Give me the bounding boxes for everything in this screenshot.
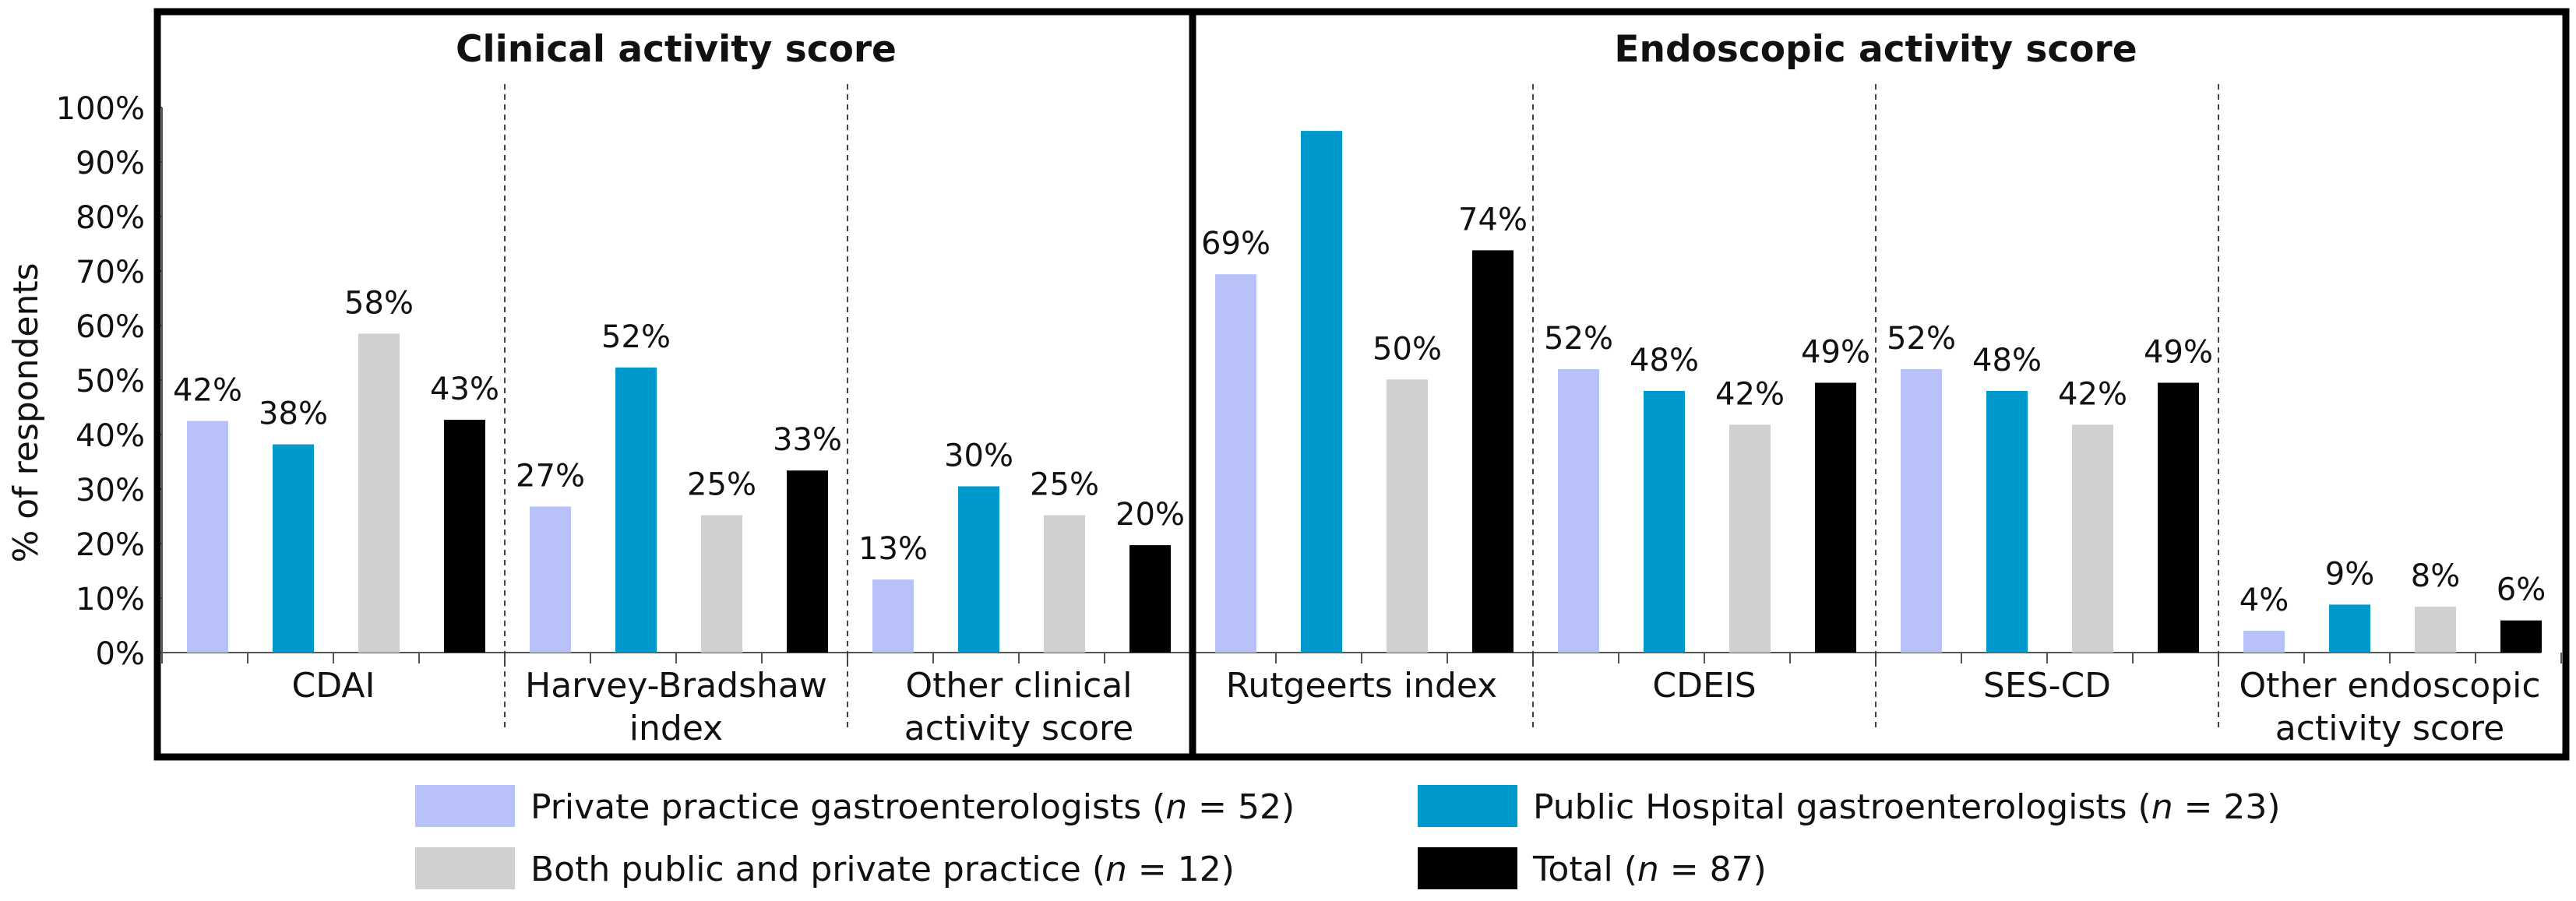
data-label: 52%	[1887, 321, 1956, 357]
data-label: 25%	[687, 467, 756, 503]
category-label: CDAI	[292, 666, 375, 706]
y-tick-label: 90%	[76, 146, 145, 181]
data-label: 13%	[858, 531, 928, 567]
data-label: 42%	[1715, 376, 1785, 412]
legend-swatch	[1418, 785, 1517, 827]
data-label: 42%	[2058, 376, 2127, 412]
bar	[2072, 424, 2113, 653]
bar	[1044, 515, 1085, 653]
panel-title: Endoscopic activity score	[1614, 28, 2137, 71]
bar	[1129, 545, 1171, 653]
bars: 42% 38% 58% 43% 27% 52% 25% 33% 13% 30% 25% 20% 69% 5…	[173, 131, 2546, 653]
data-label: 69%	[1201, 226, 1270, 262]
bar	[1901, 369, 1942, 653]
bar	[1729, 424, 1771, 653]
category-label: Other endoscopic	[2239, 666, 2540, 706]
data-label: 9%	[2325, 556, 2374, 592]
panel-title: Clinical activity score	[456, 28, 897, 71]
category-label: index	[629, 709, 723, 748]
category-label: SES-CD	[1983, 666, 2111, 706]
y-tick-label: 60%	[76, 309, 145, 345]
y-tick-label: 10%	[76, 582, 145, 618]
category-label: activity score	[2275, 709, 2504, 748]
data-label: 30%	[944, 438, 1013, 474]
bar	[1472, 250, 1514, 653]
bar	[2243, 631, 2285, 653]
data-label: 48%	[1630, 343, 1699, 378]
bar	[2329, 604, 2370, 653]
data-label: 49%	[2144, 335, 2213, 371]
data-label: 43%	[430, 371, 499, 407]
bar	[787, 470, 828, 653]
bar	[1644, 391, 1685, 653]
data-label: 52%	[601, 319, 671, 355]
legend-swatch	[415, 785, 515, 827]
data-label: 33%	[773, 422, 842, 458]
panel-frame	[153, 8, 2570, 761]
data-label: 20%	[1115, 497, 1185, 533]
legend-swatch	[415, 847, 515, 889]
y-tick-label: 40%	[76, 418, 145, 454]
bar	[1301, 131, 1342, 653]
bar	[273, 444, 314, 653]
category-label: CDEIS	[1652, 666, 1756, 706]
y-tick-label: 100%	[56, 91, 145, 127]
bar	[2415, 607, 2456, 653]
y-tick-label: 70%	[76, 255, 145, 290]
bar	[1387, 379, 1428, 653]
y-tick-label: 50%	[76, 364, 145, 399]
bar	[701, 515, 742, 653]
bar	[358, 333, 400, 653]
y-tick-label: 0%	[96, 636, 145, 672]
bar	[1558, 369, 1599, 653]
legend: Private practice gastroenterologists (n …	[415, 785, 2281, 889]
legend-swatch	[1418, 847, 1517, 889]
data-label: 74%	[1458, 202, 1528, 238]
y-axis-label: % of respondents	[6, 262, 46, 562]
category-label: activity score	[904, 709, 1133, 748]
y-tick-label: 20%	[76, 527, 145, 563]
data-label: 42%	[173, 373, 242, 409]
data-label: 27%	[516, 458, 585, 494]
bar	[2158, 382, 2199, 653]
data-label: 49%	[1801, 335, 1870, 371]
category-label: Rutgeerts index	[1226, 666, 1497, 706]
data-label: 58%	[344, 286, 414, 322]
y-tick-label: 30%	[76, 473, 145, 509]
bar	[872, 579, 914, 653]
data-label: 48%	[1972, 343, 2042, 378]
bar	[958, 486, 999, 653]
bar	[444, 420, 485, 653]
bar	[1815, 382, 1856, 653]
y-tick-label: 80%	[76, 200, 145, 236]
bar	[187, 421, 228, 653]
category-label: Harvey-Bradshaw	[525, 666, 827, 706]
bar	[530, 506, 571, 653]
y-axis: 0% 10% 20% 30% 40% 50% 60% 70% 80% 90% 100%	[56, 91, 2562, 672]
legend-label: Total (n = 87)	[1532, 850, 1767, 889]
bar	[1986, 391, 2028, 653]
bar	[2500, 620, 2542, 653]
bar	[1215, 274, 1256, 653]
data-label: 52%	[1544, 321, 1613, 357]
legend-label: Public Hospital gastroenterologists (n =…	[1533, 787, 2281, 827]
data-label: 38%	[259, 396, 328, 432]
data-label: 25%	[1030, 467, 1099, 503]
legend-label: Both public and private practice (n = 12…	[530, 850, 1235, 889]
bar	[615, 367, 657, 653]
data-label: 4%	[2239, 582, 2289, 618]
legend-label: Private practice gastroenterologists (n …	[530, 787, 1295, 827]
data-label: 8%	[2411, 558, 2460, 594]
category-label: Other clinical	[905, 666, 1132, 706]
data-label: 50%	[1373, 331, 1442, 367]
data-label: 6%	[2497, 572, 2546, 608]
